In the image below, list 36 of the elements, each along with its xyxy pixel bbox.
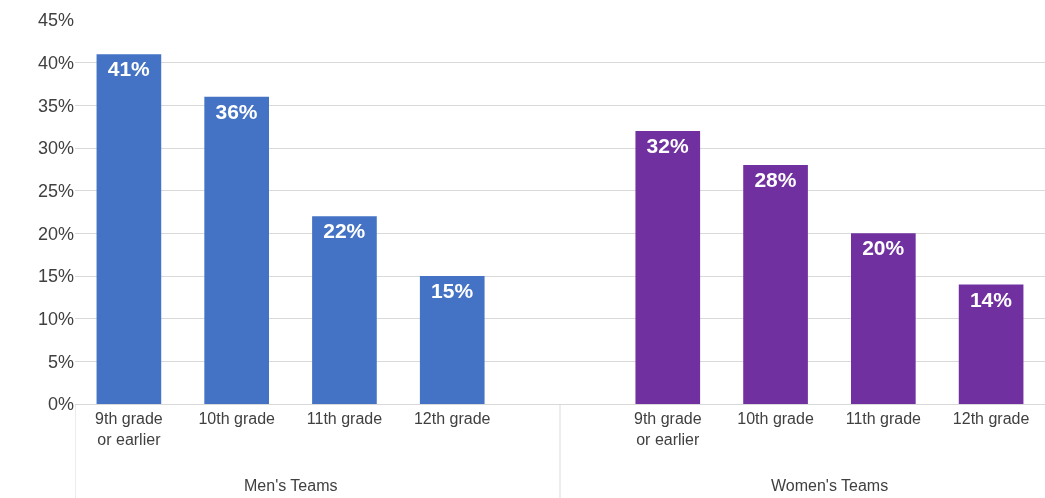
data-label: 15%	[431, 279, 474, 302]
bar	[851, 233, 916, 404]
y-tick-label: 15%	[37, 266, 74, 287]
y-tick-label: 35%	[37, 95, 74, 116]
bar	[635, 130, 701, 404]
data-label: 20%	[862, 236, 905, 260]
bar	[958, 284, 1024, 404]
bar	[204, 96, 269, 404]
y-tick-label: 10%	[37, 308, 74, 329]
x-tick-label: 10th grade	[737, 410, 814, 428]
y-tick-label: 45%	[37, 10, 74, 31]
y-tick-label: 20%	[37, 223, 74, 244]
y-tick-label: 5%	[47, 351, 74, 372]
x-tick-label: 10th grade	[198, 410, 276, 428]
bar	[743, 165, 808, 404]
data-label: 22%	[323, 219, 366, 243]
y-tick-label: 30%	[37, 138, 74, 159]
bar	[96, 54, 162, 404]
x-tick-label: 12th grade	[952, 410, 1030, 428]
data-label: 14%	[969, 287, 1013, 311]
data-label: 32%	[646, 133, 689, 157]
bar	[419, 276, 485, 404]
y-tick-label: 0%	[47, 394, 74, 415]
data-label: 41%	[107, 57, 151, 81]
data-label: 28%	[754, 168, 797, 192]
data-label: 36%	[215, 99, 258, 123]
y-tick-label: 25%	[37, 180, 74, 201]
text: Women's Teams	[771, 477, 889, 494]
x-tick-label: 12th grade	[413, 410, 491, 428]
x-tick-label: 9th grade or earlier	[633, 410, 702, 448]
x-tick-label: 9th grade or earlier	[95, 410, 163, 448]
x-tick-label: 11th grade	[306, 410, 383, 428]
y-tick-label: 40%	[37, 52, 74, 73]
text: Men's Teams	[244, 477, 338, 494]
x-tick-label: 11th grade	[845, 410, 922, 428]
bar	[312, 216, 377, 404]
